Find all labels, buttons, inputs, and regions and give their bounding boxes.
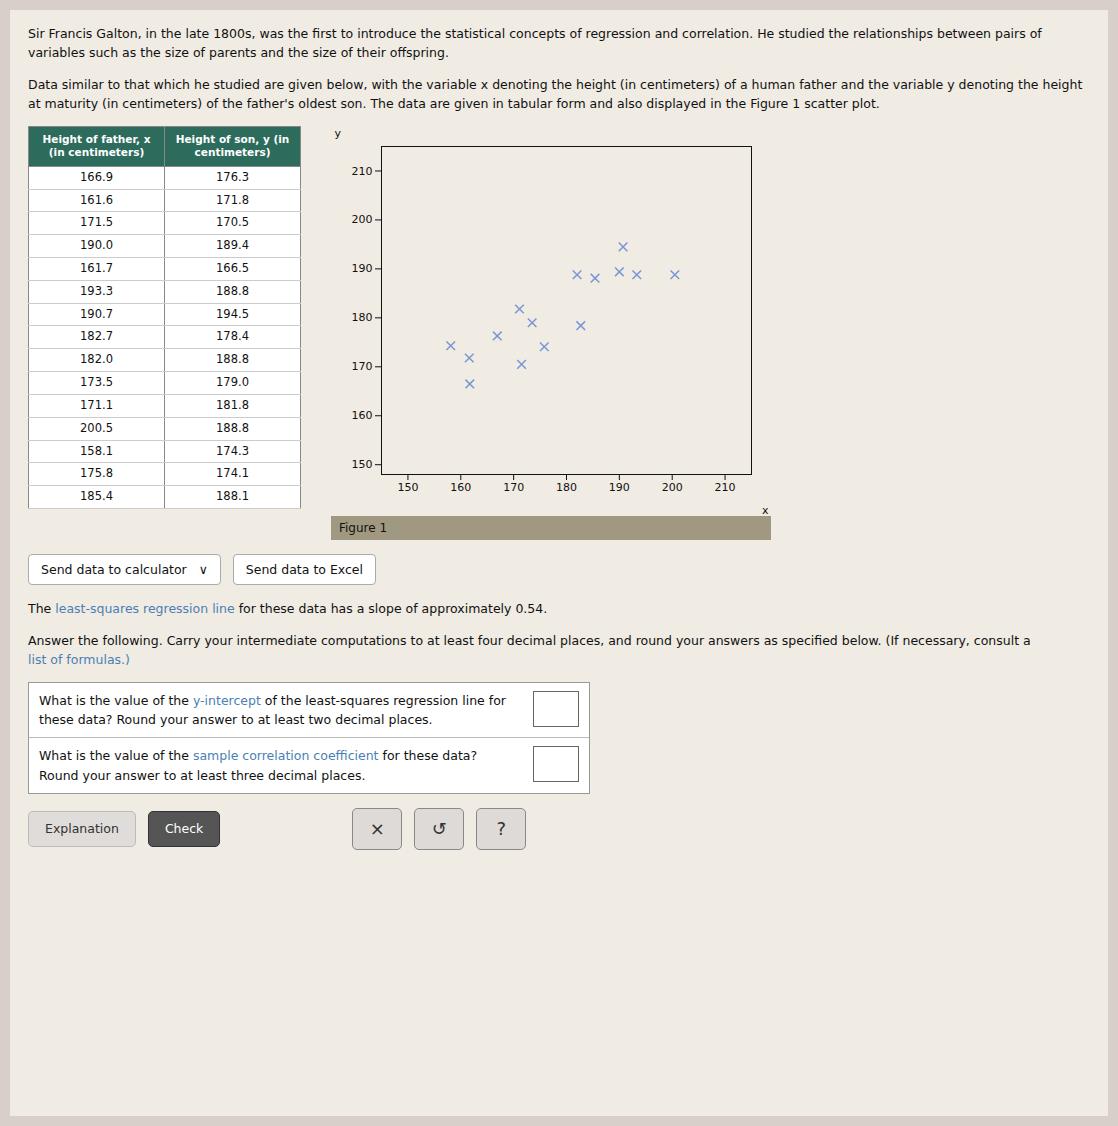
- html-text:179.0: 179.0: [216, 375, 249, 390]
- html-text:182.0: 182.0: [80, 352, 113, 367]
- html-text:190.0: 190.0: [80, 238, 113, 253]
- svg-text:180: 180: [556, 481, 577, 494]
- svg-text:160: 160: [450, 481, 471, 494]
- html-text:161.7: 161.7: [80, 261, 113, 275]
- html-text:188.1: 188.1: [216, 489, 249, 504]
- html-text:The least-squares regression l: The least-squares regression line for th…: [28, 601, 548, 617]
- html-text:Send data to calculator ∨: Send data to calculator ∨: [41, 562, 208, 578]
- svg-text:200: 200: [352, 213, 373, 226]
- svg-text:150: 150: [397, 481, 418, 494]
- html-text:Figure 1: Figure 1: [339, 520, 388, 535]
- html-text:171.5: 171.5: [80, 215, 113, 230]
- svg-text:190: 190: [352, 262, 373, 275]
- html-text:Data similar to that which he: Data similar to that which he studied ar…: [28, 76, 1083, 112]
- html-text:158.1: 158.1: [80, 443, 113, 458]
- svg-text:190: 190: [609, 481, 630, 494]
- svg-text:170: 170: [352, 360, 373, 373]
- html-text:Height of son, y (in centimete: Height of son, y (in centimeters): [175, 132, 290, 159]
- html-text:What is the value of the sampl: What is the value of the sample correlat…: [39, 748, 478, 783]
- svg-text:160: 160: [352, 409, 373, 422]
- html-text:188.8: 188.8: [216, 420, 249, 435]
- html-text:Send data to Excel: Send data to Excel: [245, 562, 363, 578]
- html-text:Check: Check: [164, 821, 204, 837]
- html-text:What is the value of the y-int: What is the value of the y-intercept of …: [39, 692, 506, 727]
- html-text:170.5: 170.5: [216, 215, 249, 230]
- html-text:174.1: 174.1: [216, 466, 249, 481]
- html-text:173.5: 173.5: [80, 375, 113, 390]
- html-text:Answer the following. Carry yo: Answer the following. Carry your interme…: [28, 632, 1031, 648]
- html-text:193.3: 193.3: [80, 283, 113, 298]
- html-text:list of formulas.): list of formulas.): [28, 652, 130, 668]
- html-text:174.3: 174.3: [216, 443, 249, 458]
- html-text:181.8: 181.8: [216, 397, 249, 412]
- html-text:171.1: 171.1: [80, 397, 113, 412]
- html-text:190.7: 190.7: [80, 306, 113, 321]
- html-text:200.5: 200.5: [80, 420, 113, 435]
- html-text:171.8: 171.8: [216, 192, 249, 207]
- svg-text:y: y: [335, 127, 342, 140]
- html-text:185.4: 185.4: [80, 489, 113, 504]
- svg-text:x: x: [762, 503, 769, 516]
- html-text:188.8: 188.8: [216, 283, 249, 298]
- html-text:Explanation: Explanation: [45, 821, 119, 837]
- svg-text:170: 170: [503, 481, 524, 494]
- html-text:178.4: 178.4: [216, 329, 249, 344]
- html-text:161.6: 161.6: [80, 192, 113, 207]
- svg-text:210: 210: [352, 164, 373, 177]
- svg-text:150: 150: [352, 458, 373, 471]
- svg-text:200: 200: [662, 481, 683, 494]
- html-text:Sir Francis Galton, in the lat: Sir Francis Galton, in the late 1800s, w…: [28, 26, 1042, 61]
- html-text:166.5: 166.5: [216, 261, 249, 275]
- html-text:189.4: 189.4: [216, 238, 249, 253]
- html-text:182.7: 182.7: [80, 329, 113, 344]
- html-text:175.8: 175.8: [80, 466, 113, 481]
- svg-text:210: 210: [715, 481, 736, 494]
- html-text:176.3: 176.3: [216, 169, 249, 184]
- html-text:188.8: 188.8: [216, 352, 249, 367]
- svg-text:180: 180: [352, 311, 373, 324]
- html-text:194.5: 194.5: [216, 306, 249, 321]
- html-text:Height of father, x (in centim: Height of father, x (in centimeters): [42, 132, 151, 159]
- html-text:166.9: 166.9: [80, 169, 113, 184]
